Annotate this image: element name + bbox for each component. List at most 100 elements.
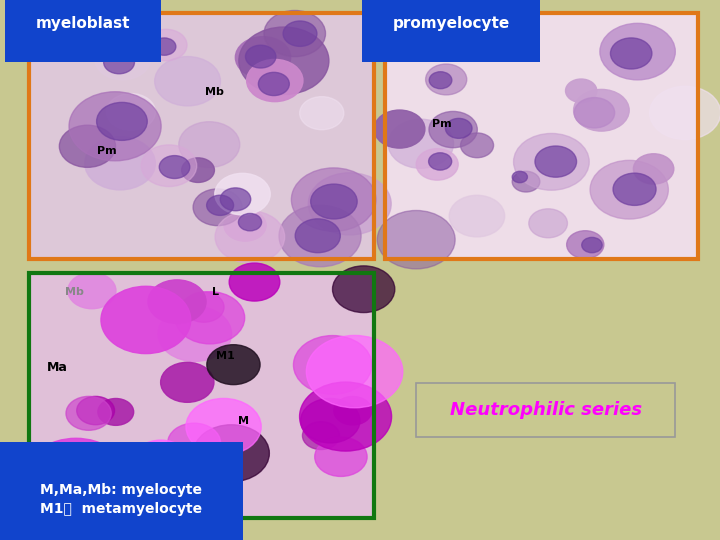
Circle shape [283,21,317,46]
Text: M: M [238,416,248,426]
Circle shape [161,362,214,402]
Text: L: L [212,287,220,296]
Circle shape [613,173,656,205]
Text: Ma: Ma [47,361,68,374]
Circle shape [229,263,280,301]
Text: M1: M1 [216,352,235,361]
Circle shape [247,59,303,102]
Circle shape [215,211,284,263]
Circle shape [634,154,674,184]
Circle shape [449,195,505,237]
Circle shape [467,28,493,48]
Circle shape [302,422,340,449]
Circle shape [175,292,245,344]
Circle shape [295,219,341,253]
Circle shape [388,119,454,168]
Text: promyelocyte: promyelocyte [392,16,510,31]
Circle shape [264,10,325,57]
Circle shape [158,306,232,361]
Circle shape [575,98,615,128]
Circle shape [239,27,329,94]
Circle shape [475,35,490,45]
Text: Mb: Mb [65,287,84,296]
Circle shape [194,425,269,482]
Circle shape [308,173,391,235]
Circle shape [141,145,197,186]
Circle shape [98,399,134,426]
Circle shape [513,133,589,190]
Circle shape [193,189,242,226]
Bar [29,14,374,259]
Circle shape [512,171,540,192]
Circle shape [611,38,652,69]
Circle shape [159,156,190,179]
Circle shape [512,171,528,183]
Circle shape [401,12,440,40]
Circle shape [101,286,191,354]
Circle shape [528,209,567,238]
Circle shape [279,205,361,267]
Circle shape [416,148,458,180]
Circle shape [186,399,261,455]
Bar [416,383,675,437]
Circle shape [69,92,161,161]
Circle shape [184,292,224,322]
Circle shape [220,188,251,211]
Circle shape [428,153,451,170]
Circle shape [429,72,452,89]
Text: myeloblast: myeloblast [36,16,130,31]
Circle shape [567,231,604,259]
Circle shape [377,211,455,269]
Circle shape [145,29,187,61]
Text: M,Ma,Mb: myelocyte
M1：  metamyelocyte: M,Ma,Mb: myelocyte M1： metamyelocyte [40,483,202,516]
Circle shape [235,37,291,78]
Circle shape [649,86,720,139]
Circle shape [207,345,260,384]
Circle shape [132,440,189,483]
Circle shape [25,438,126,514]
Circle shape [85,137,156,190]
Circle shape [590,160,668,219]
Circle shape [426,64,467,95]
Bar [29,273,374,518]
Circle shape [574,90,629,131]
Circle shape [246,45,276,68]
Text: Pm: Pm [432,119,451,129]
Circle shape [446,118,472,138]
Circle shape [107,93,156,130]
Circle shape [334,396,372,425]
Bar [29,273,374,518]
Circle shape [300,97,344,130]
Circle shape [582,238,602,253]
Circle shape [300,382,392,451]
Circle shape [59,125,115,167]
Circle shape [168,423,220,463]
Circle shape [148,280,206,323]
Circle shape [510,31,525,42]
Circle shape [310,184,357,219]
Circle shape [215,173,270,215]
Circle shape [153,38,176,55]
Text: Pm: Pm [97,146,117,156]
Circle shape [600,23,675,80]
Bar [385,273,698,518]
Circle shape [155,57,220,106]
Bar [29,14,374,259]
Circle shape [66,396,112,430]
Circle shape [374,110,425,148]
Circle shape [179,122,240,167]
Text: Mb: Mb [205,87,224,97]
Circle shape [565,79,597,103]
Circle shape [306,335,402,408]
Circle shape [333,266,395,313]
Circle shape [94,38,150,80]
Circle shape [224,210,266,241]
Bar [385,14,698,259]
Circle shape [104,51,135,74]
Circle shape [301,399,360,443]
Circle shape [294,335,372,394]
Text: Neutrophilic series: Neutrophilic series [450,401,642,420]
Circle shape [68,273,116,309]
Circle shape [292,168,376,231]
Circle shape [238,213,261,231]
